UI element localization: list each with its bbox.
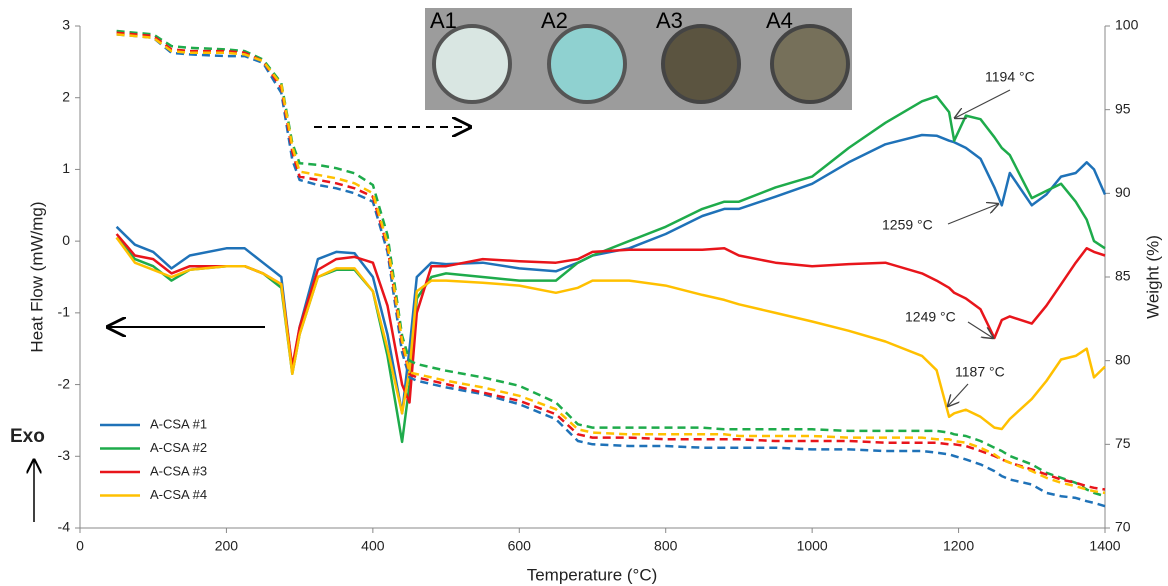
weight-line (116, 31, 1106, 491)
x-tick-label: 1000 (797, 538, 828, 554)
y-tick-label: -1 (58, 304, 71, 320)
heat-flow-line (115, 236, 1106, 431)
inset-label: A3 (656, 8, 683, 33)
y2-tick-label: 80 (1115, 351, 1131, 367)
sample-dish (432, 24, 512, 104)
inset-photo (425, 8, 852, 110)
annotation-arrow (967, 321, 993, 338)
annotation-arrow (947, 204, 998, 225)
y-tick-label: -3 (58, 447, 71, 463)
y2-tick-label: 95 (1115, 100, 1131, 116)
x-tick-label: 200 (215, 538, 239, 554)
y2-tick-label: 85 (1115, 268, 1131, 284)
y2-axis-title: Weight (%) (1143, 235, 1162, 319)
y2-tick-label: 100 (1115, 17, 1139, 33)
inset-label: A4 (766, 8, 793, 33)
x-tick-label: 0 (76, 538, 84, 554)
exo-label: Exo (10, 426, 45, 447)
y-tick-label: -2 (58, 375, 71, 391)
annotation: 1187 °C (955, 364, 1005, 380)
x-tick-label: 800 (654, 538, 678, 554)
annotation-arrow (948, 383, 969, 406)
legend-label: A-CSA #1 (150, 416, 207, 431)
y-tick-label: 2 (62, 88, 70, 104)
inset-label: A2 (541, 8, 568, 33)
heat-flow-line (115, 95, 1106, 444)
x-tick-label: 400 (361, 538, 385, 554)
y-tick-label: 0 (62, 232, 70, 248)
x-tick-label: 1400 (1089, 538, 1120, 554)
y2-tick-label: 75 (1115, 435, 1131, 451)
y2-tick-label: 90 (1115, 184, 1131, 200)
annotation: 1194 °C (985, 69, 1035, 85)
sample-dish (661, 24, 741, 104)
y-tick-label: 1 (62, 160, 70, 176)
legend-label: A-CSA #2 (150, 440, 207, 455)
annotation: 1249 °C (905, 309, 956, 325)
y-axis-title: Heat Flow (mW/mg) (27, 201, 46, 352)
x-axis-title: Temperature (°C) (527, 565, 658, 584)
legend-label: A-CSA #4 (150, 487, 207, 502)
y-tick-label: -4 (58, 519, 71, 535)
legend-label: A-CSA #3 (150, 463, 207, 478)
weight-line (116, 33, 1106, 495)
y-tick-label: 3 (62, 17, 70, 33)
annotation-arrow (955, 89, 1011, 118)
x-tick-label: 1200 (943, 538, 974, 554)
x-tick-label: 600 (508, 538, 532, 554)
annotation: 1259 °C (882, 217, 933, 233)
inset-label: A1 (430, 8, 457, 33)
sample-dish (547, 24, 627, 104)
y2-tick-label: 70 (1115, 519, 1131, 535)
sample-dish (770, 24, 850, 104)
